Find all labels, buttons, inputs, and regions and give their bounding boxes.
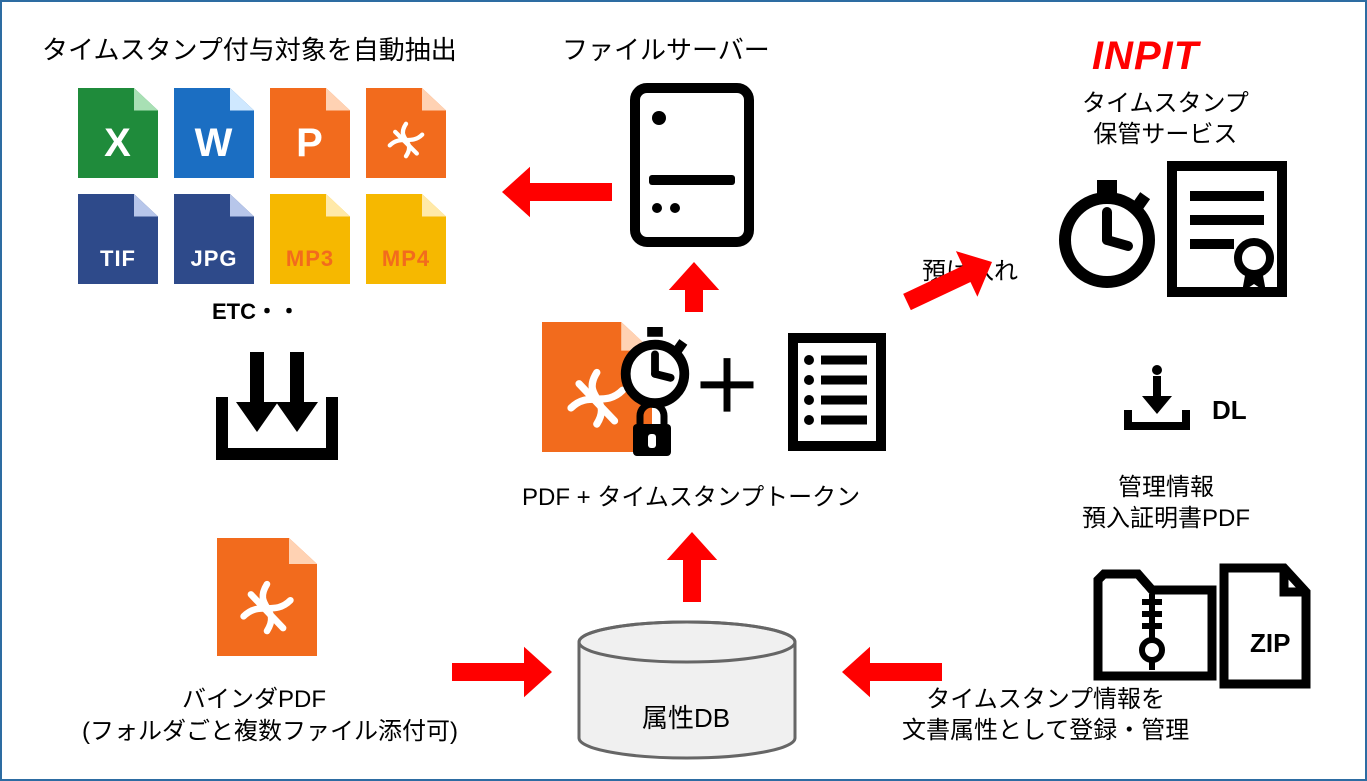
file-icon-pdf [366,88,446,178]
arrow-binder-to-db [452,644,580,705]
diagram-canvas: タイムスタンプ付与対象を自動抽出 ファイルサーバー INPIT タイムスタンプ保管サー… [0,0,1367,781]
zip-folder-icon [1092,550,1312,695]
server-icon [627,80,757,250]
download-tray-icon [212,342,342,467]
arrow-zip-to-db [814,639,942,700]
binder-pdf-icon [217,538,317,656]
file-fold [134,88,158,111]
file-letter: W [174,121,254,166]
binder-sub-label: (フォルダごと複数ファイル添付可) [82,716,458,747]
file-letter: P [270,121,350,166]
inpit-logo: INPIT [1092,34,1199,79]
list-icon [787,332,887,452]
timestamp-service-icon [1052,160,1292,305]
inpit-subtitle: タイムスタンプ保管サービス [1082,88,1249,150]
file-icon-tif: TIF [78,194,158,284]
timestamp-service-icon [1052,160,1292,300]
file-server-label: ファイルサーバー [562,34,770,68]
download-tray-icon [212,342,342,462]
list-icon [787,332,887,457]
lock-icon [627,402,677,467]
file-fold [326,88,350,111]
database-icon [572,620,802,760]
stopwatch-icon [617,327,693,411]
file-fold [134,194,158,217]
plus-icon: ＋ [692,352,762,422]
file-fold [230,194,254,217]
auto-extract-label: タイムスタンプ付与対象を自動抽出 [42,34,457,68]
ts-register-label: タイムスタンプ情報を文書属性として登録・管理 [902,684,1189,746]
file-letter: MP3 [270,246,350,272]
file-icon-jpg: JPG [174,194,254,284]
etc-label: ETC・・ [212,298,300,327]
lock-icon [627,402,677,462]
file-letter: MP4 [366,246,446,272]
zip-label: ZIP [1250,627,1290,661]
binder-pdf-label: バインダPDF [182,684,326,715]
file-icon-w: W [174,88,254,178]
attr-db-label: 属性DB [642,702,730,736]
arrow-token-to-inpit [895,225,1031,332]
file-fold [326,194,350,217]
download-icon [1122,362,1192,432]
file-icon-x: X [78,88,158,178]
database-icon [572,620,802,765]
file-icon-mp4: MP4 [366,194,446,284]
arrow-db-to-token [664,504,725,602]
server-icon [627,80,757,255]
file-letter: JPG [174,246,254,272]
arrow-token-to-server [666,234,727,312]
zip-folder-icon [1092,550,1312,690]
dl-label: DL [1212,394,1247,428]
file-fold [422,88,446,111]
file-letter: X [78,121,158,166]
file-letter: TIF [78,246,158,272]
mgmt-info-label: 管理情報預入証明書PDF [1082,472,1250,534]
file-icon-mp3: MP3 [270,194,350,284]
download-icon [1122,362,1192,437]
file-icon-p: P [270,88,350,178]
file-fold [230,88,254,111]
arrow-server-to-files [474,159,612,220]
file-fold [422,194,446,217]
